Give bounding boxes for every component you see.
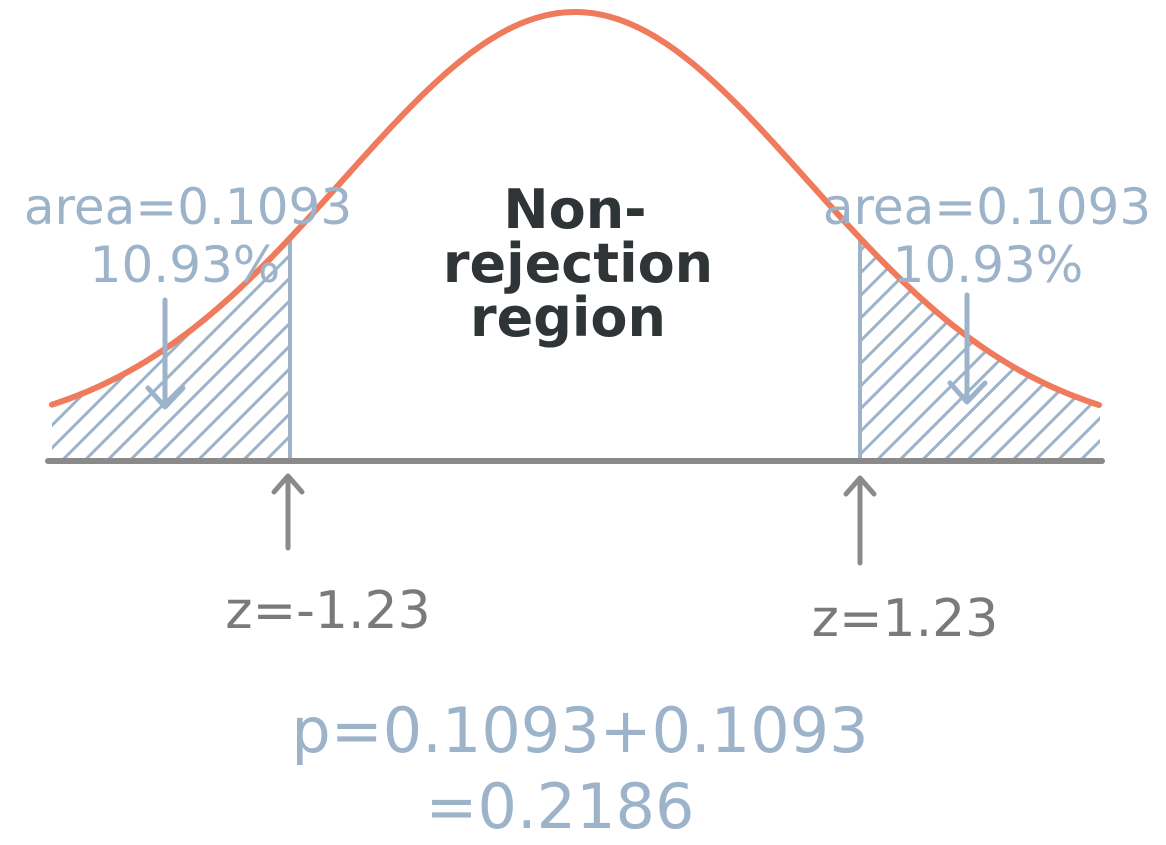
center-label-line2: rejection [443, 232, 713, 295]
p-value-line1: p=0.1093+0.1093 [291, 694, 868, 767]
right-tail-shaded-area [860, 238, 1100, 461]
center-label: Non- rejection region [443, 178, 713, 349]
bell-curve [49, 9, 1102, 408]
left-down-arrow-icon [145, 297, 186, 410]
left-area-text: area=0.1093 [24, 178, 352, 236]
center-label-line1: Non- [503, 178, 646, 241]
center-label-line3: region [470, 286, 666, 349]
left-tail-annotation: area=0.1093 10.93% [24, 178, 352, 410]
right-tail-annotation: area=0.1093 10.93% [823, 178, 1151, 405]
right-area-text: area=0.1093 [823, 178, 1151, 236]
right-z-label: z=1.23 [812, 589, 999, 649]
right-up-arrow-icon [843, 475, 877, 566]
left-up-arrow-icon [271, 473, 305, 551]
left-percent-text: 10.93% [90, 236, 281, 294]
left-tail-shaded-area [52, 238, 290, 461]
left-z-label: z=-1.23 [225, 581, 430, 641]
right-down-arrow-icon [947, 292, 988, 405]
right-percent-text: 10.93% [893, 236, 1084, 294]
p-value-line2: =0.2186 [426, 770, 695, 843]
